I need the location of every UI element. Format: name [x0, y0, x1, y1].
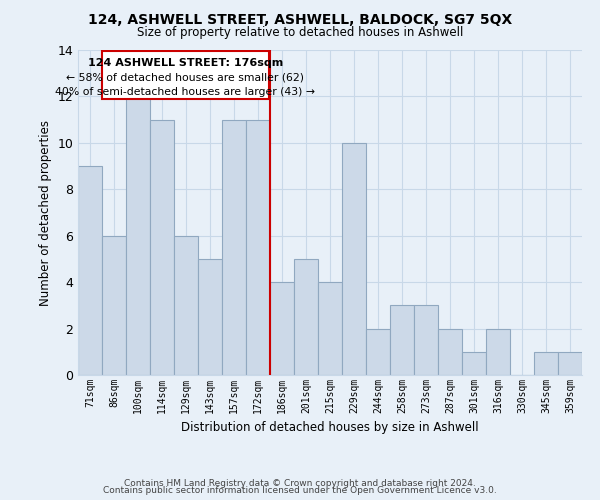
Bar [318, 282, 342, 375]
Bar [414, 306, 438, 375]
Y-axis label: Number of detached properties: Number of detached properties [39, 120, 52, 306]
Bar [270, 282, 294, 375]
Bar [222, 120, 246, 375]
Text: Contains HM Land Registry data © Crown copyright and database right 2024.: Contains HM Land Registry data © Crown c… [124, 478, 476, 488]
Text: 40% of semi-detached houses are larger (43) →: 40% of semi-detached houses are larger (… [55, 86, 316, 97]
Bar [342, 143, 366, 375]
Text: Contains public sector information licensed under the Open Government Licence v3: Contains public sector information licen… [103, 486, 497, 495]
Text: 124, ASHWELL STREET, ASHWELL, BALDOCK, SG7 5QX: 124, ASHWELL STREET, ASHWELL, BALDOCK, S… [88, 12, 512, 26]
Text: Size of property relative to detached houses in Ashwell: Size of property relative to detached ho… [137, 26, 463, 39]
X-axis label: Distribution of detached houses by size in Ashwell: Distribution of detached houses by size … [181, 422, 479, 434]
Bar [246, 120, 270, 375]
Bar [486, 328, 510, 375]
Bar [438, 328, 462, 375]
Bar [294, 259, 318, 375]
Bar [150, 120, 174, 375]
Bar [462, 352, 486, 375]
Bar [558, 352, 582, 375]
Bar [174, 236, 198, 375]
Bar [78, 166, 102, 375]
Bar [390, 306, 414, 375]
Bar [534, 352, 558, 375]
Text: 124 ASHWELL STREET: 176sqm: 124 ASHWELL STREET: 176sqm [88, 58, 283, 68]
Bar [198, 259, 222, 375]
Bar [102, 236, 126, 375]
Bar [366, 328, 390, 375]
Bar [102, 51, 269, 99]
Text: ← 58% of detached houses are smaller (62): ← 58% of detached houses are smaller (62… [67, 72, 304, 82]
Bar [126, 96, 150, 375]
